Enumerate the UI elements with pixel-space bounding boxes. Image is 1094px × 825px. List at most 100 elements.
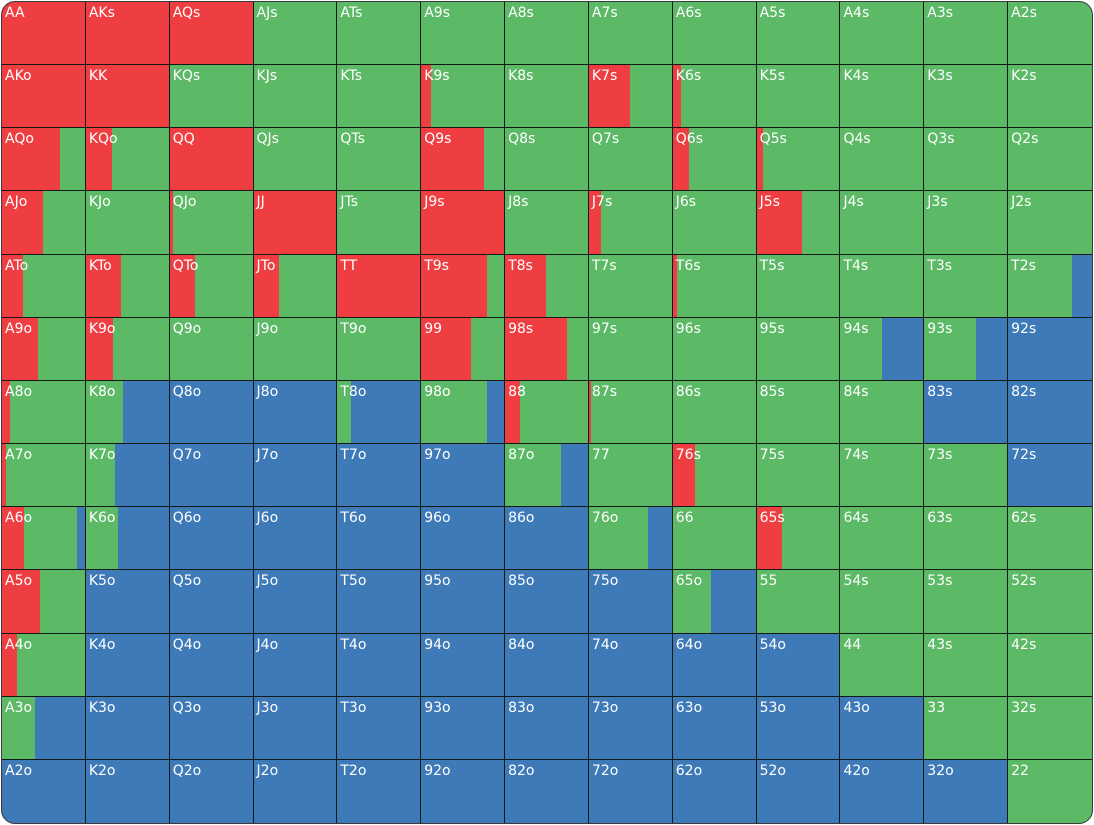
hand-cell-87s[interactable]: 87s: [588, 380, 673, 445]
hand-cell-95o[interactable]: 95o: [421, 570, 506, 634]
hand-cell-AQo[interactable]: AQo: [2, 128, 86, 192]
hand-cell-65s[interactable]: 65s: [756, 507, 841, 571]
hand-cell-T9s[interactable]: T9s: [421, 254, 506, 318]
hand-cell-Q4s[interactable]: Q4s: [840, 128, 925, 192]
hand-cell-85s[interactable]: 85s: [756, 380, 841, 445]
hand-cell-K7o[interactable]: K7o: [85, 444, 170, 508]
hand-cell-J6s[interactable]: J6s: [672, 191, 757, 255]
hand-cell-QTo[interactable]: QTo: [169, 254, 254, 318]
hand-cell-54o[interactable]: 54o: [756, 633, 841, 697]
hand-cell-T5o[interactable]: T5o: [337, 570, 422, 634]
hand-cell-62s[interactable]: 62s: [1008, 507, 1092, 571]
hand-cell-T3s[interactable]: T3s: [924, 254, 1009, 318]
hand-cell-A2o[interactable]: A2o: [2, 759, 86, 823]
hand-cell-T5s[interactable]: T5s: [756, 254, 841, 318]
hand-cell-Q2s[interactable]: Q2s: [1008, 128, 1092, 192]
hand-cell-J2s[interactable]: J2s: [1008, 191, 1092, 255]
hand-cell-AA[interactable]: AA: [2, 2, 86, 66]
hand-cell-Q9s[interactable]: Q9s: [421, 128, 506, 192]
hand-cell-T7s[interactable]: T7s: [588, 254, 673, 318]
hand-cell-AKo[interactable]: AKo: [2, 65, 86, 129]
hand-cell-K5s[interactable]: K5s: [756, 65, 841, 129]
hand-cell-QJs[interactable]: QJs: [253, 128, 338, 192]
hand-cell-AQs[interactable]: AQs: [169, 2, 254, 66]
hand-cell-J8s[interactable]: J8s: [505, 191, 589, 255]
hand-cell-JTs[interactable]: JTs: [337, 191, 422, 255]
hand-cell-93s[interactable]: 93s: [924, 317, 1009, 381]
hand-cell-52o[interactable]: 52o: [756, 759, 841, 823]
hand-cell-K3o[interactable]: K3o: [85, 696, 170, 760]
hand-cell-A7o[interactable]: A7o: [2, 444, 86, 508]
hand-cell-97s[interactable]: 97s: [588, 317, 673, 381]
hand-cell-76o[interactable]: 76o: [588, 507, 673, 571]
hand-cell-J7s[interactable]: J7s: [588, 191, 673, 255]
hand-cell-95s[interactable]: 95s: [756, 317, 841, 381]
hand-cell-94s[interactable]: 94s: [840, 317, 925, 381]
hand-cell-K6o[interactable]: K6o: [85, 507, 170, 571]
hand-cell-K5o[interactable]: K5o: [85, 570, 170, 634]
hand-cell-64s[interactable]: 64s: [840, 507, 925, 571]
hand-cell-52s[interactable]: 52s: [1008, 570, 1092, 634]
hand-cell-KQs[interactable]: KQs: [169, 65, 254, 129]
hand-cell-J5o[interactable]: J5o: [253, 570, 338, 634]
hand-cell-A3o[interactable]: A3o: [2, 696, 86, 760]
hand-cell-72s[interactable]: 72s: [1008, 444, 1092, 508]
hand-cell-Q7s[interactable]: Q7s: [588, 128, 673, 192]
hand-cell-T6s[interactable]: T6s: [672, 254, 757, 318]
hand-cell-83o[interactable]: 83o: [505, 696, 589, 760]
hand-cell-87o[interactable]: 87o: [505, 444, 589, 508]
hand-cell-KTs[interactable]: KTs: [337, 65, 422, 129]
hand-cell-53o[interactable]: 53o: [756, 696, 841, 760]
hand-cell-K6s[interactable]: K6s: [672, 65, 757, 129]
hand-cell-A3s[interactable]: A3s: [924, 2, 1009, 66]
hand-cell-J8o[interactable]: J8o: [253, 380, 338, 445]
hand-cell-Q8s[interactable]: Q8s: [505, 128, 589, 192]
hand-cell-84o[interactable]: 84o: [505, 633, 589, 697]
hand-cell-Q6s[interactable]: Q6s: [672, 128, 757, 192]
hand-cell-T4s[interactable]: T4s: [840, 254, 925, 318]
hand-cell-93o[interactable]: 93o: [421, 696, 506, 760]
hand-cell-QQ[interactable]: QQ: [169, 128, 254, 192]
hand-cell-86o[interactable]: 86o: [505, 507, 589, 571]
hand-cell-T3o[interactable]: T3o: [337, 696, 422, 760]
hand-cell-85o[interactable]: 85o: [505, 570, 589, 634]
hand-cell-TT[interactable]: TT: [337, 254, 422, 318]
hand-cell-96s[interactable]: 96s: [672, 317, 757, 381]
hand-cell-J4s[interactable]: J4s: [840, 191, 925, 255]
hand-cell-AJs[interactable]: AJs: [253, 2, 338, 66]
hand-cell-T8s[interactable]: T8s: [505, 254, 589, 318]
hand-cell-Q5o[interactable]: Q5o: [169, 570, 254, 634]
hand-cell-66[interactable]: 66: [672, 507, 757, 571]
hand-cell-J3o[interactable]: J3o: [253, 696, 338, 760]
hand-cell-Q3s[interactable]: Q3s: [924, 128, 1009, 192]
hand-cell-J9s[interactable]: J9s: [421, 191, 506, 255]
hand-cell-73o[interactable]: 73o: [588, 696, 673, 760]
hand-cell-T7o[interactable]: T7o: [337, 444, 422, 508]
hand-cell-J6o[interactable]: J6o: [253, 507, 338, 571]
hand-cell-Q5s[interactable]: Q5s: [756, 128, 841, 192]
hand-cell-74o[interactable]: 74o: [588, 633, 673, 697]
hand-cell-Q3o[interactable]: Q3o: [169, 696, 254, 760]
hand-cell-Q8o[interactable]: Q8o: [169, 380, 254, 445]
hand-cell-65o[interactable]: 65o: [672, 570, 757, 634]
hand-cell-82o[interactable]: 82o: [505, 759, 589, 823]
hand-cell-32o[interactable]: 32o: [924, 759, 1009, 823]
hand-cell-53s[interactable]: 53s: [924, 570, 1009, 634]
hand-cell-43s[interactable]: 43s: [924, 633, 1009, 697]
hand-cell-K4o[interactable]: K4o: [85, 633, 170, 697]
hand-cell-32s[interactable]: 32s: [1008, 696, 1092, 760]
hand-cell-64o[interactable]: 64o: [672, 633, 757, 697]
hand-cell-T6o[interactable]: T6o: [337, 507, 422, 571]
hand-cell-ATo[interactable]: ATo: [2, 254, 86, 318]
hand-cell-54s[interactable]: 54s: [840, 570, 925, 634]
hand-cell-ATs[interactable]: ATs: [337, 2, 422, 66]
hand-cell-76s[interactable]: 76s: [672, 444, 757, 508]
hand-cell-JTo[interactable]: JTo: [253, 254, 338, 318]
hand-cell-44[interactable]: 44: [840, 633, 925, 697]
hand-cell-96o[interactable]: 96o: [421, 507, 506, 571]
hand-cell-T2o[interactable]: T2o: [337, 759, 422, 823]
hand-cell-J2o[interactable]: J2o: [253, 759, 338, 823]
hand-cell-74s[interactable]: 74s: [840, 444, 925, 508]
hand-cell-AJo[interactable]: AJo: [2, 191, 86, 255]
hand-cell-86s[interactable]: 86s: [672, 380, 757, 445]
